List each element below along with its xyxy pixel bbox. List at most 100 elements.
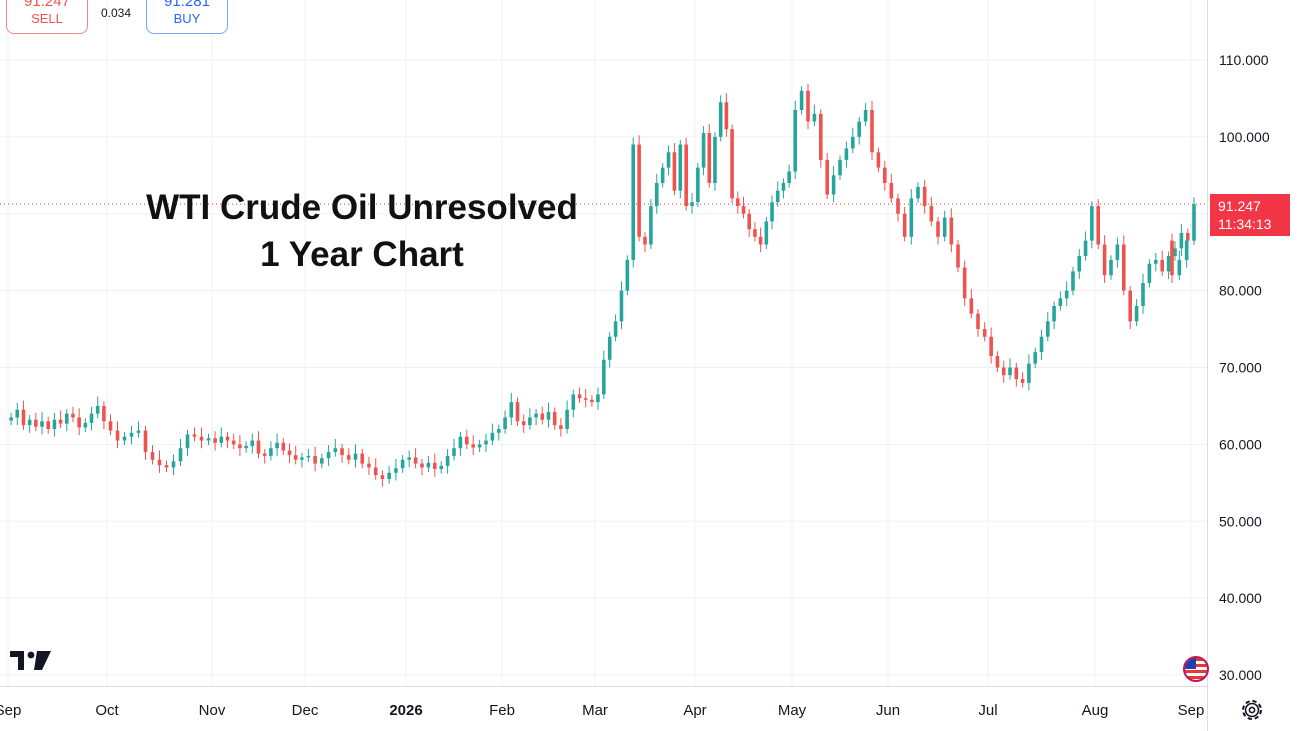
candle-body — [497, 429, 501, 433]
candle-body — [300, 457, 304, 460]
candle-body — [909, 198, 914, 237]
candle-body — [713, 136, 717, 183]
candle-body — [439, 465, 443, 469]
candle-body — [477, 444, 482, 448]
candle-body — [1008, 367, 1012, 376]
candle-body — [407, 457, 411, 460]
y-tick-label: 100.000 — [1219, 129, 1270, 145]
candle-body — [565, 409, 569, 429]
candle-body — [219, 436, 224, 443]
candle-body — [490, 432, 495, 441]
candle-body — [730, 129, 734, 199]
candle-body — [313, 455, 317, 464]
sell-button[interactable]: 91.247 SELL — [6, 0, 88, 34]
candle-body — [1077, 256, 1082, 272]
candle-body — [360, 453, 365, 464]
candle-body — [678, 144, 683, 191]
candle-body — [320, 458, 324, 464]
candle-body — [1102, 244, 1107, 276]
candle-body — [136, 430, 141, 433]
sell-price: 91.247 — [24, 0, 70, 10]
candle-body — [718, 102, 723, 137]
candle-body — [465, 436, 469, 445]
candle-body — [178, 448, 183, 462]
candle-body — [660, 167, 665, 183]
x-tick-label: Oct — [95, 702, 119, 719]
candle-body — [287, 450, 292, 456]
candle-body — [764, 221, 769, 245]
tradingview-logo-icon[interactable] — [10, 648, 54, 672]
candle-body — [741, 206, 746, 214]
candle-body — [799, 90, 804, 110]
candle-body — [724, 102, 729, 130]
candle-body — [1071, 271, 1075, 291]
x-tick-label: Mar — [582, 702, 608, 719]
candle-body — [95, 405, 100, 414]
candle-body — [758, 236, 763, 245]
candle-body — [1179, 232, 1184, 249]
candle-body — [281, 442, 286, 451]
candle-body — [326, 452, 331, 459]
x-tick-label: Dec — [292, 702, 319, 719]
y-tick-label: 30.000 — [1219, 667, 1262, 683]
candle-body — [590, 399, 594, 403]
buy-button[interactable]: 91.281 BUY — [146, 0, 228, 34]
buy-price: 91.281 — [164, 0, 210, 10]
candle-body — [206, 438, 211, 441]
settings-gear-icon[interactable] — [1238, 696, 1266, 724]
candle-body — [420, 463, 424, 468]
candles-layer — [9, 83, 1196, 487]
candle-body — [1045, 321, 1050, 337]
candle-body — [552, 412, 557, 426]
candle-body — [346, 455, 351, 460]
candle-body — [1160, 259, 1164, 272]
candle-body — [876, 152, 881, 168]
candle-body — [949, 217, 954, 245]
bar-countdown: 11:34:13 — [1218, 216, 1272, 232]
candle-body — [995, 355, 1000, 368]
candle-body — [1014, 367, 1019, 380]
candle-body — [509, 402, 514, 418]
last-price-value: 91.247 — [1218, 198, 1261, 214]
candle-body — [108, 421, 113, 431]
price-axis[interactable]: 110.000 100.000 80.000 70.000 60.000 50.000 40… — [1219, 52, 1270, 683]
candle-body — [838, 159, 842, 176]
candle-body — [262, 453, 267, 456]
candle-body — [602, 359, 606, 395]
candle-body — [1096, 206, 1100, 245]
candle-body — [1184, 240, 1189, 260]
last-price-tag: 91.247 11:34:13 — [1210, 194, 1290, 236]
x-tick-label: Apr — [683, 702, 706, 719]
candle-body — [571, 394, 576, 410]
candle-body — [863, 109, 868, 122]
candle-body — [649, 206, 653, 245]
candle-body — [413, 457, 418, 464]
x-tick-label: May — [778, 702, 807, 719]
candle-body — [631, 144, 636, 260]
candle-body — [956, 244, 960, 268]
candle-body — [27, 419, 32, 426]
candle-body — [696, 167, 700, 203]
candle-body — [275, 442, 279, 449]
candle-body — [929, 206, 934, 222]
candle-body — [293, 455, 298, 460]
candle-body — [34, 419, 38, 427]
candle-body — [1170, 240, 1174, 276]
candle-body — [40, 421, 44, 427]
y-tick-label: 80.000 — [1219, 283, 1262, 299]
candle-body — [471, 444, 475, 448]
candle-body — [122, 436, 127, 441]
candle-body — [1173, 248, 1177, 257]
candle-body — [83, 422, 88, 428]
us-flag-icon[interactable] — [1183, 656, 1209, 682]
candle-body — [546, 412, 551, 420]
candle-body — [1122, 244, 1126, 291]
candle-body — [192, 434, 197, 437]
candle-body — [1177, 259, 1182, 276]
candle-body — [484, 440, 488, 445]
candle-body — [1020, 379, 1025, 383]
candle-body — [793, 109, 797, 172]
candle-body — [1128, 290, 1132, 322]
time-axis[interactable]: Sep Oct Nov Dec 2026 Feb Mar Apr May Jun Jul Aug Sep — [0, 702, 1204, 719]
